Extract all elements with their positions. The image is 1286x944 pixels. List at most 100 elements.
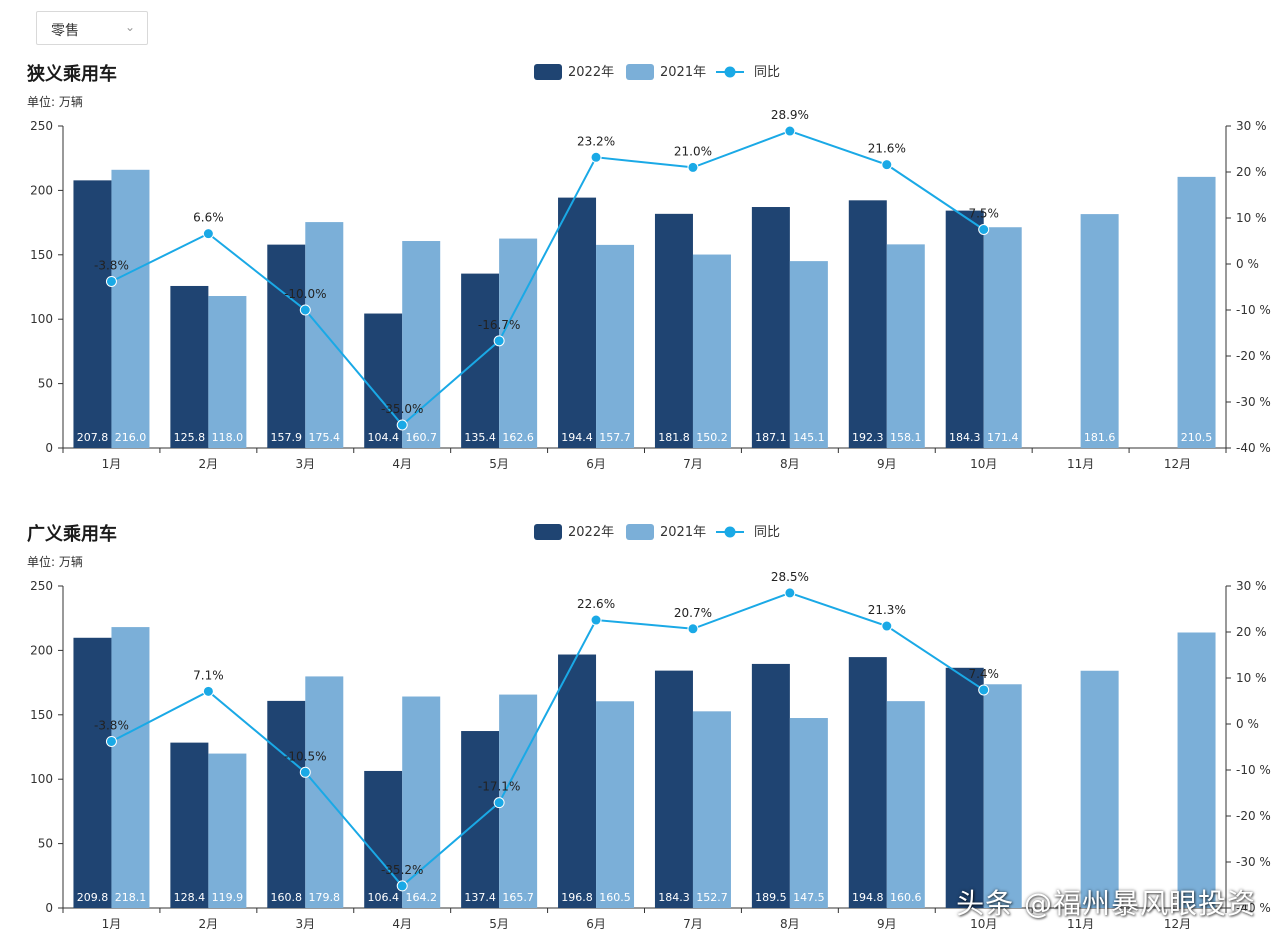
yoy-point-2月 (202, 685, 214, 697)
yoy-point-3月 (299, 304, 311, 316)
bar-value-label: 171.4 (987, 431, 1019, 444)
bar-2022年-1月 (73, 180, 112, 448)
bar-2022年-2月 (170, 742, 209, 908)
bar-2022年-2月 (170, 285, 209, 448)
legend-label: 2021年 (660, 65, 706, 80)
y2-tick-label: -30 % (1236, 855, 1271, 869)
x-tick-label: 8月 (780, 457, 800, 471)
bar-value-label: 181.8 (658, 431, 690, 444)
x-tick-label: 11月 (1067, 917, 1094, 931)
bar-2021年-11月 (1080, 214, 1119, 448)
y-tick-label: 150 (30, 708, 53, 722)
x-tick-label: 5月 (489, 457, 509, 471)
bar-value-label: 184.3 (949, 431, 981, 444)
bar-2022年-3月 (267, 244, 306, 448)
bar-value-label: 118.0 (212, 431, 244, 444)
yoy-label: -10.0% (284, 287, 326, 301)
bar-2022年-8月 (751, 663, 790, 908)
bar-value-label: 216.0 (115, 431, 147, 444)
bar-value-label: 218.1 (115, 891, 147, 904)
bar-2022年-5月 (461, 273, 500, 448)
y2-tick-label: 0 % (1236, 257, 1259, 271)
legend-label: 2022年 (568, 525, 614, 540)
x-tick-label: 12月 (1164, 457, 1191, 471)
yoy-point-10月 (978, 684, 990, 696)
x-tick-label: 10月 (970, 917, 997, 931)
yoy-label: -3.8% (94, 718, 129, 732)
y-tick-label: 200 (30, 643, 53, 657)
x-tick-label: 10月 (970, 457, 997, 471)
bar-2021年-8月 (789, 261, 828, 448)
yoy-label: 7.1% (193, 668, 224, 682)
bar-2021年-4月 (402, 696, 441, 908)
x-tick-label: 11月 (1067, 457, 1094, 471)
y2-tick-label: -10 % (1236, 763, 1271, 777)
dropdown-selected-value: 零售 (51, 23, 79, 39)
bar-2021年-5月 (499, 694, 538, 908)
bar-2022年-3月 (267, 700, 306, 908)
bar-2021年-3月 (305, 676, 344, 908)
x-tick-label: 6月 (586, 457, 606, 471)
bar-value-label: 125.8 (174, 431, 206, 444)
legend-label: 同比 (754, 65, 780, 80)
unit-label: 单位: 万辆 (27, 554, 83, 569)
x-tick-label: 4月 (392, 457, 412, 471)
yoy-point-6月 (590, 614, 602, 626)
bar-value-label: 209.8 (77, 891, 109, 904)
yoy-point-7月 (687, 623, 699, 635)
bar-value-label: 181.6 (1084, 431, 1116, 444)
y2-tick-label: 20 % (1236, 165, 1267, 179)
bar-2022年-10月 (945, 210, 984, 448)
x-tick-label: 3月 (295, 917, 315, 931)
legend-line-marker (724, 526, 736, 538)
bar-2022年-7月 (654, 213, 693, 448)
bar-2021年-12月 (1177, 176, 1216, 448)
y-tick-label: 200 (30, 183, 53, 197)
bar-value-label: 175.4 (309, 431, 341, 444)
bar-value-label: 157.7 (599, 431, 631, 444)
yoy-point-8月 (784, 587, 796, 599)
chevron-down-icon: ⌄ (124, 20, 135, 34)
yoy-label: 22.6% (577, 597, 615, 611)
x-tick-label: 8月 (780, 917, 800, 931)
bar-2021年-1月 (111, 169, 150, 448)
yoy-point-10月 (978, 224, 990, 235)
y-tick-label: 150 (30, 248, 53, 262)
bar-value-label: 106.4 (367, 891, 399, 904)
bar-value-label: 160.5 (599, 891, 631, 904)
bar-value-label: 210.5 (1181, 431, 1213, 444)
yoy-point-6月 (590, 151, 602, 163)
bar-2022年-8月 (751, 207, 790, 448)
bar-value-label: 196.8 (561, 891, 593, 904)
bar-value-label: 119.9 (212, 891, 244, 904)
y2-tick-label: -30 % (1236, 395, 1271, 409)
bar-2022年-9月 (848, 200, 887, 448)
yoy-label: 28.9% (771, 108, 809, 122)
bar-value-label: 192.3 (852, 431, 884, 444)
bar-2021年-6月 (596, 244, 635, 448)
yoy-label: -10.5% (284, 749, 326, 763)
bar-value-label: 157.9 (271, 431, 303, 444)
yoy-label: 21.3% (868, 603, 906, 617)
bar-2021年-6月 (596, 701, 635, 908)
bar-value-label: 160.8 (271, 891, 303, 904)
legend-swatch-2022年 (534, 64, 562, 80)
bar-2021年-10月 (983, 227, 1022, 448)
bar-value-label: 164.2 (405, 891, 437, 904)
chart-title: 狭义乘用车 (26, 63, 117, 85)
bar-value-label: 158.1 (890, 431, 922, 444)
bar-2021年-3月 (305, 222, 344, 448)
bar-2021年-11月 (1080, 670, 1119, 908)
y2-tick-label: -20 % (1236, 809, 1271, 823)
bar-2022年-10月 (945, 667, 984, 908)
legend-label: 同比 (754, 525, 780, 540)
watermark-text: 头条 @福州暴风眼投资 (956, 887, 1256, 920)
yoy-label: 28.5% (771, 570, 809, 584)
bar-value-label: 187.1 (755, 431, 787, 444)
yoy-point-1月 (105, 275, 117, 287)
category-dropdown[interactable]: 零售 ⌄ (36, 11, 148, 45)
bar-value-label: 150.2 (696, 431, 728, 444)
x-tick-label: 9月 (877, 457, 897, 471)
x-tick-label: 2月 (199, 457, 219, 471)
